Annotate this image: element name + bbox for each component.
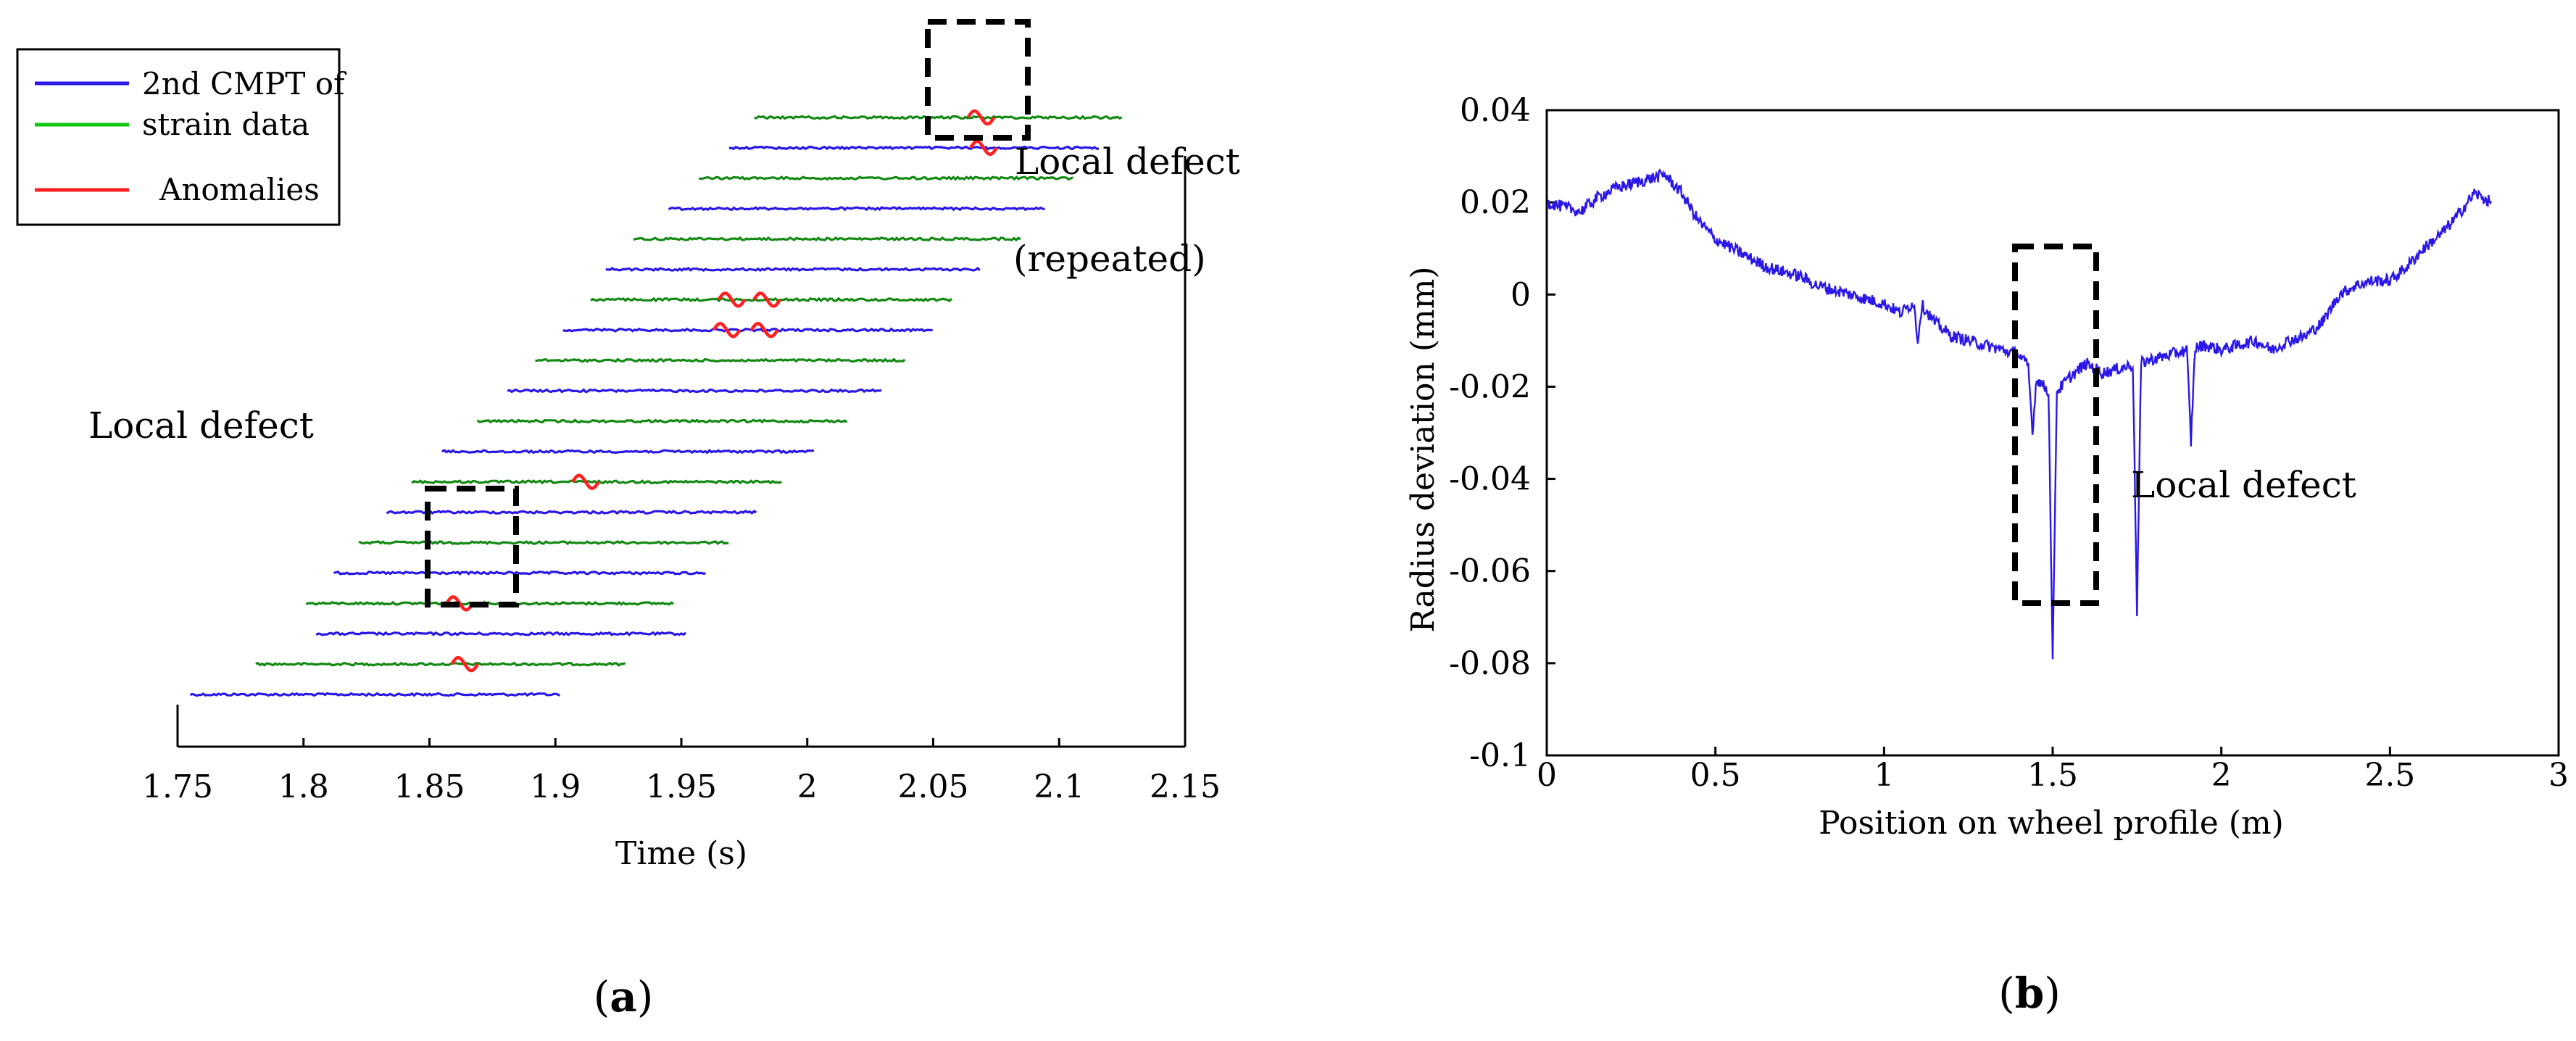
legend-label-line-2: strain data bbox=[142, 107, 309, 142]
trace-green bbox=[754, 115, 1123, 120]
trace-blue bbox=[728, 145, 1099, 151]
trace-green bbox=[633, 236, 1021, 242]
x-tick-label-a: 2 bbox=[797, 768, 818, 805]
x-axis-label-b: Position on wheel profile (m) bbox=[1819, 805, 2284, 842]
trace-blue bbox=[605, 266, 981, 272]
anomaly-mark bbox=[966, 109, 996, 126]
trace-blue bbox=[189, 692, 561, 697]
legend-label-line-1: 2nd CMPT of bbox=[142, 66, 347, 101]
x-tick-label-a: 1.95 bbox=[646, 768, 717, 805]
trace-blue bbox=[386, 509, 757, 515]
trace-blue bbox=[507, 388, 882, 394]
y-tick-label-b: -0.04 bbox=[1449, 461, 1531, 498]
anomaly-mark bbox=[712, 322, 741, 339]
trace-blue bbox=[441, 449, 815, 455]
panel-label-a: (a) bbox=[594, 972, 654, 1021]
anomaly-mark bbox=[450, 655, 480, 673]
anomaly-mark bbox=[749, 322, 779, 339]
legend-box bbox=[16, 48, 341, 226]
panel-a-chart: 2nd CMPT of strain data Anomalies 1.75 1.… bbox=[16, 19, 1240, 1021]
anomaly-mark bbox=[969, 139, 998, 157]
legend-label-anomalies: Anomalies bbox=[159, 172, 320, 207]
x-tick-label-a: 1.9 bbox=[530, 768, 581, 805]
anomaly-mark bbox=[752, 291, 782, 308]
x-ticks-a: 1.75 1.8 1.85 1.9 1.95 2 2.05 2.1 2.15 bbox=[142, 738, 1221, 805]
x-tick-label-b: 1 bbox=[1874, 757, 1894, 794]
defect-box-upper bbox=[925, 19, 1031, 141]
y-ticks-b: 0.04 0.02 0 -0.02 -0.04 -0.06 -0.08 -0.1 bbox=[1449, 92, 1555, 774]
x-tick-label-a: 1.75 bbox=[142, 768, 213, 805]
x-tick-label-b: 0.5 bbox=[1690, 757, 1741, 794]
defect-box-b bbox=[2012, 244, 2099, 606]
x-tick-label-a: 1.8 bbox=[278, 768, 329, 805]
y-tick-label-b: 0.02 bbox=[1460, 184, 1531, 221]
trace-blue bbox=[315, 631, 687, 636]
y-axis-label-b: Radius deviation (mm) bbox=[1405, 266, 1442, 632]
annotation-local-defect-left: Local defect bbox=[88, 405, 314, 447]
x-tick-label-a: 2.15 bbox=[1150, 768, 1221, 805]
x-axis-label-a: Time (s) bbox=[615, 835, 747, 872]
annotation-repeated: (repeated) bbox=[1013, 238, 1206, 280]
radius-deviation-line bbox=[1546, 168, 2492, 660]
y-tick-label-b: -0.08 bbox=[1449, 645, 1531, 682]
x-tick-label-a: 2.1 bbox=[1034, 768, 1084, 805]
x-tick-label-b: 1.5 bbox=[2027, 757, 2078, 794]
trace-blue bbox=[668, 206, 1045, 212]
trace-green bbox=[255, 661, 626, 667]
trace-green bbox=[476, 418, 848, 424]
defect-box-lower bbox=[425, 486, 519, 607]
panel-label-b: (b) bbox=[1998, 969, 2061, 1018]
y-tick-label-b: -0.1 bbox=[1469, 737, 1531, 774]
trace-green bbox=[358, 540, 729, 546]
legend: 2nd CMPT of strain data Anomalies bbox=[16, 48, 347, 226]
annotation-local-defect-b: Local defect bbox=[2131, 464, 2356, 506]
x-tick-label-b: 2 bbox=[2211, 757, 2232, 794]
trace-blue bbox=[333, 570, 706, 576]
traces bbox=[189, 109, 1123, 697]
y-tick-label-b: 0 bbox=[1511, 276, 1531, 313]
trace-blue bbox=[562, 327, 933, 333]
y-tick-label-b: -0.02 bbox=[1449, 368, 1531, 405]
x-ticks-b: 0 0.5 1 1.5 2 2.5 3 bbox=[1537, 747, 2569, 794]
x-tick-label-a: 1.85 bbox=[394, 768, 465, 805]
trace-green bbox=[305, 600, 674, 607]
x-tick-label-b: 0 bbox=[1537, 757, 1557, 794]
trace-green bbox=[698, 175, 1073, 181]
y-tick-label-b: -0.06 bbox=[1449, 553, 1531, 590]
annotation-local-defect-upper: Local defect bbox=[1015, 141, 1240, 183]
x-tick-label-b: 2.5 bbox=[2364, 757, 2415, 794]
anomaly-mark bbox=[571, 473, 600, 490]
radius-deviation-series bbox=[1546, 168, 2492, 660]
trace-green bbox=[535, 357, 906, 363]
x-tick-label-b: 3 bbox=[2548, 757, 2569, 794]
panel-b-chart: 0 0.5 1 1.5 2 2.5 3 0.04 0.02 0 -0.02 -0.04 -0.06 -0… bbox=[1405, 92, 2569, 1018]
trace-green bbox=[590, 296, 953, 303]
anomaly-mark bbox=[717, 291, 747, 308]
y-tick-label-b: 0.04 bbox=[1460, 92, 1531, 129]
x-tick-label-a: 2.05 bbox=[898, 768, 969, 805]
anomaly-mark bbox=[445, 595, 475, 612]
